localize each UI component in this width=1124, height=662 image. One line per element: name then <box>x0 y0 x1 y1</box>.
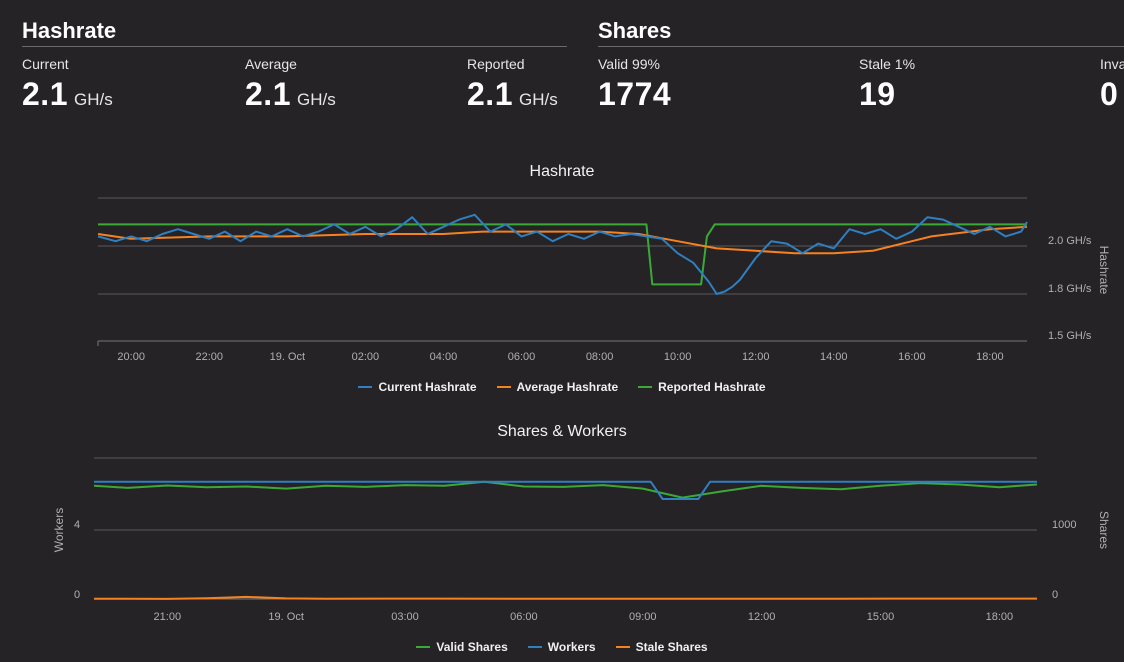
legend-valid-shares[interactable]: Valid Shares <box>416 640 508 654</box>
shares-y-tick-label: 0 <box>1052 589 1058 601</box>
hashrate-divider <box>22 46 567 47</box>
shares-divider <box>598 46 1124 47</box>
hashrate-y-tick-label: 2.0 GH/s <box>1048 235 1092 247</box>
current-hashrate-label: Current <box>22 56 69 72</box>
average-hashrate-unit: GH/s <box>296 90 336 109</box>
shares-x-tick-label: 09:00 <box>629 611 657 623</box>
valid-shares-label: Valid 99% <box>598 56 661 72</box>
legend-current-hashrate[interactable]: Current Hashrate <box>358 380 477 394</box>
shares-series-line-workers <box>94 480 1037 500</box>
hashrate-x-tick-label: 16:00 <box>898 351 926 363</box>
hashrate-series-line-current-hashrate <box>97 213 1028 295</box>
reported-hashrate-stat: Reported 2.1 GH/s <box>467 56 558 113</box>
hashrate-x-tick-label: 20:00 <box>117 351 145 363</box>
hashrate-series-line-average-hashrate <box>97 225 1028 255</box>
shares-x-tick-label: 12:00 <box>748 611 776 623</box>
reported-hashrate-unit: GH/s <box>518 90 558 109</box>
hashrate-legend: Current Hashrate Average Hashrate Report… <box>0 380 1124 394</box>
invalid-shares-value: 0 <box>1100 76 1119 112</box>
legend-reported-hashrate[interactable]: Reported Hashrate <box>638 380 766 394</box>
hashrate-x-tick-label: 12:00 <box>742 351 770 363</box>
average-hashrate-value: 2.1 <box>245 76 291 112</box>
shares-x-tick-label: 06:00 <box>510 611 538 623</box>
hashrate-x-tick-label: 22:00 <box>195 351 223 363</box>
shares-chart-title: Shares & Workers <box>497 423 627 440</box>
current-hashrate-unit: GH/s <box>73 90 113 109</box>
shares-x-tick-label: 15:00 <box>867 611 895 623</box>
legend-stale-shares[interactable]: Stale Shares <box>615 640 708 654</box>
workers-y-axis-title: Workers <box>52 508 66 552</box>
shares-y-tick-label: 1000 <box>1052 519 1076 531</box>
shares-x-tick-label: 03:00 <box>391 611 419 623</box>
current-hashrate-stat: Current 2.1 GH/s <box>22 56 113 113</box>
reported-hashrate-label: Reported <box>467 56 525 72</box>
legend-workers[interactable]: Workers <box>527 640 596 654</box>
current-hashrate-value: 2.1 <box>22 76 68 112</box>
hashrate-section-title: Hashrate <box>22 18 117 43</box>
shares-x-tick-label: 21:00 <box>154 611 182 623</box>
average-hashrate-label: Average <box>245 56 297 72</box>
stale-shares-label: Stale 1% <box>859 56 916 72</box>
hashrate-y-tick-label: 1.8 GH/s <box>1048 283 1092 295</box>
shares-legend: Valid Shares Workers Stale Shares <box>0 640 1124 654</box>
hashrate-x-tick-label: 14:00 <box>820 351 848 363</box>
hashrate-x-tick-label: 02:00 <box>352 351 380 363</box>
hashrate-y-tick-label: 1.5 GH/s <box>1048 330 1092 342</box>
valid-shares-value: 1774 <box>598 76 672 112</box>
average-hashrate-stat: Average 2.1 GH/s <box>245 56 336 113</box>
reported-hashrate-value: 2.1 <box>467 76 513 112</box>
shares-x-tick-label: 19. Oct <box>268 611 303 623</box>
shares-section-title: Shares <box>598 18 672 43</box>
shares-y-axis-title: Shares <box>1097 511 1111 549</box>
invalid-shares-stat: Inva 0 <box>1100 56 1124 113</box>
hashrate-series-line-reported-hashrate <box>98 223 1027 286</box>
hashrate-x-tick-label: 18:00 <box>976 351 1004 363</box>
hashrate-x-tick-label: 06:00 <box>508 351 536 363</box>
hashrate-x-tick-label: 10:00 <box>664 351 692 363</box>
legend-valid-shares-label: Valid Shares <box>436 640 508 654</box>
hashrate-chart[interactable]: 2.0 GH/s 1.8 GH/s 1.5 GH/s Hashrate 20:00 22:… <box>0 180 1124 390</box>
shares-series-line-stale-shares <box>93 595 1038 600</box>
shares-series-line-valid-shares <box>93 480 1038 499</box>
shares-workers-chart[interactable]: 4 0 1000 0 Workers Shares 21:00 19. Oct 03:00 06:… <box>0 440 1124 640</box>
stale-shares-stat: Stale 1% 19 <box>859 56 915 113</box>
hashrate-x-tick-label: 04:00 <box>430 351 458 363</box>
hashrate-x-tick-label: 19. Oct <box>270 351 305 363</box>
workers-y-tick-label: 0 <box>74 589 80 601</box>
invalid-shares-label: Inva <box>1100 56 1124 72</box>
hashrate-y-axis-title: Hashrate <box>1097 246 1111 295</box>
legend-average-hashrate[interactable]: Average Hashrate <box>496 380 619 394</box>
hashrate-x-tick-label: 08:00 <box>586 351 614 363</box>
legend-workers-label: Workers <box>547 640 596 654</box>
legend-average-hashrate-label: Average Hashrate <box>516 380 619 394</box>
legend-stale-shares-label: Stale Shares <box>635 640 708 654</box>
stale-shares-value: 19 <box>859 76 896 112</box>
shares-x-tick-label: 18:00 <box>986 611 1014 623</box>
workers-y-tick-label: 4 <box>74 519 80 531</box>
legend-current-hashrate-label: Current Hashrate <box>378 380 477 394</box>
hashrate-chart-title: Hashrate <box>529 163 595 180</box>
valid-shares-stat: Valid 99% 1774 <box>598 56 671 113</box>
legend-reported-hashrate-label: Reported Hashrate <box>658 380 766 394</box>
